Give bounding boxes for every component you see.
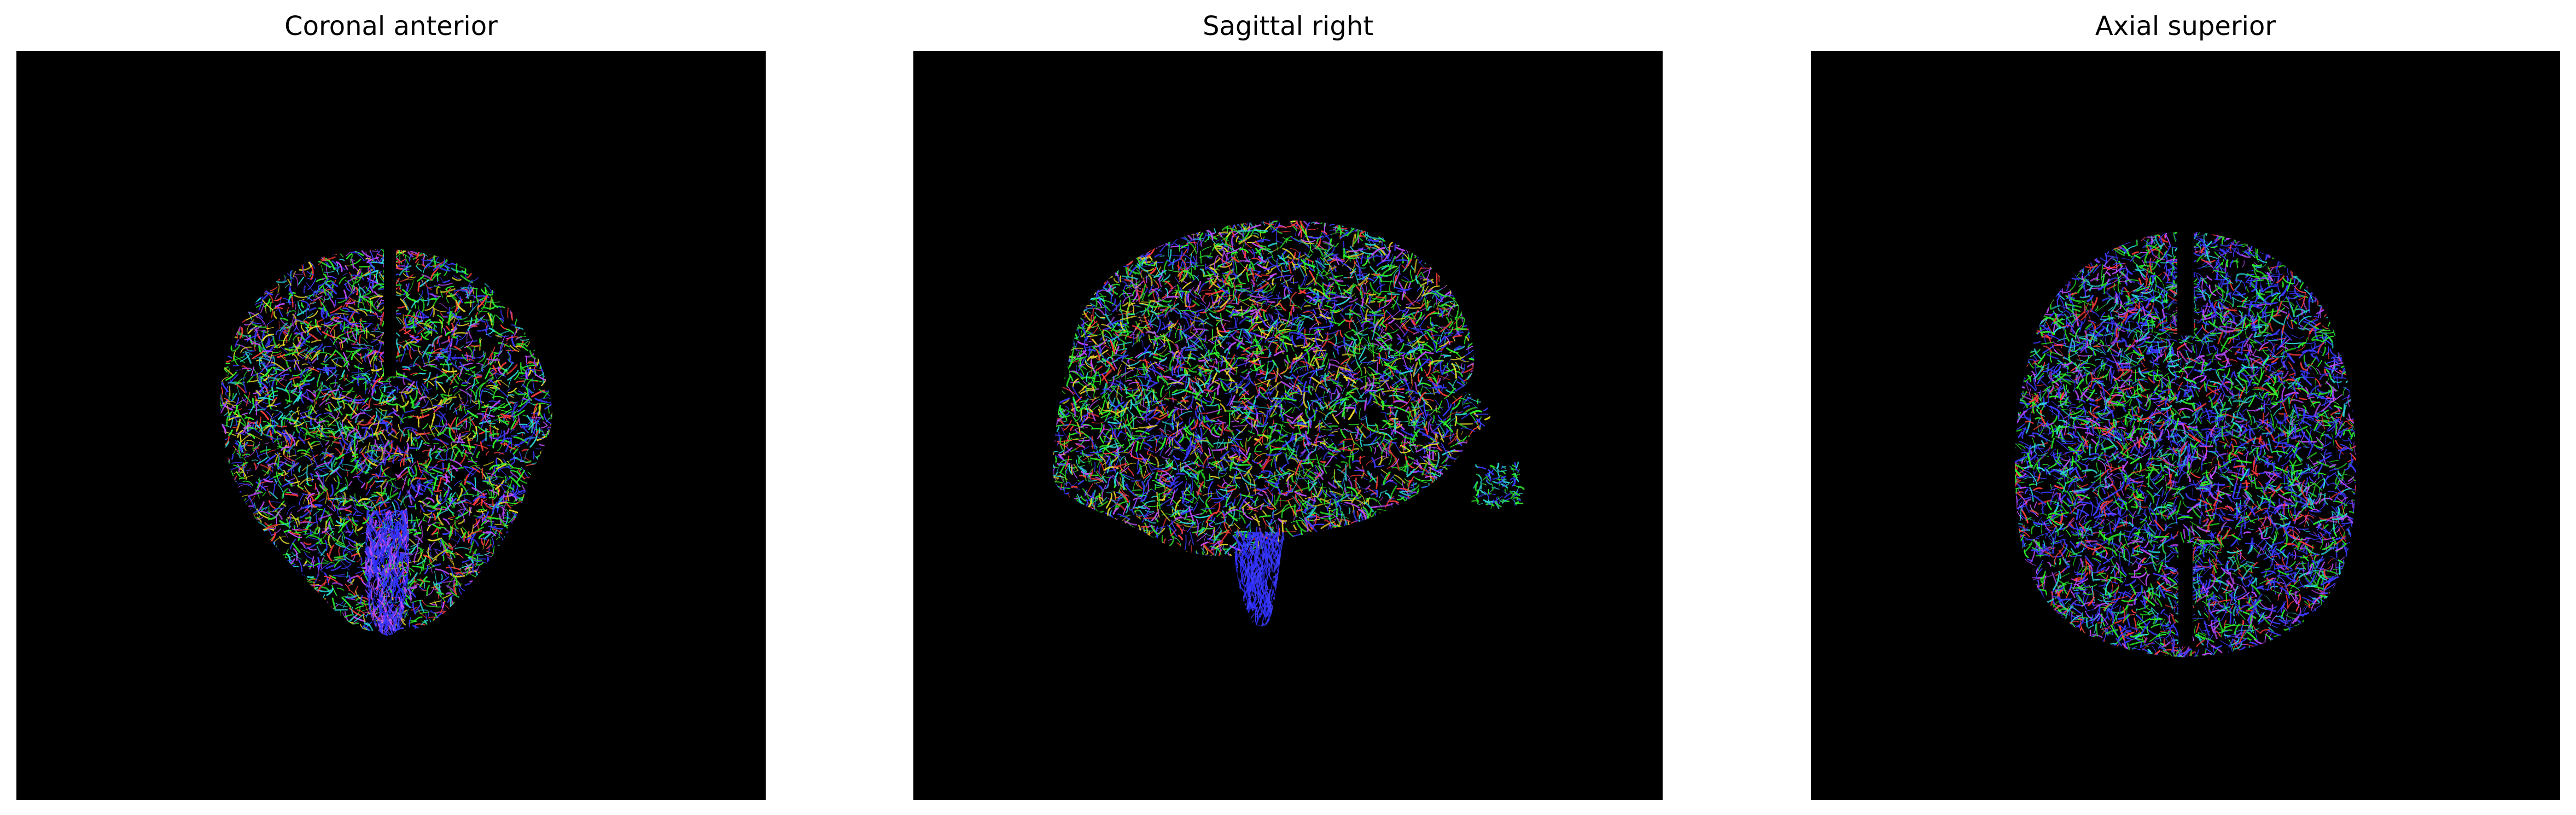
sagittal-right-view [913, 51, 1663, 800]
sagittal-fiber-field [1053, 220, 1491, 556]
coronal-tractography-render [220, 224, 552, 636]
sagittal-tractography-render [1053, 220, 1525, 627]
axial-superior-view [1811, 51, 2560, 800]
panel-title-axial: Axial superior [2095, 11, 2276, 42]
coronal-midline-gap [384, 224, 396, 377]
axial-midline-gap-anterior [2177, 216, 2194, 336]
sagittal-cerebellum-fragment [1471, 461, 1525, 510]
coronal-anterior-view [16, 51, 766, 800]
axial-midline-gap-posterior [2178, 543, 2193, 647]
sagittal-brainstem-fibers [1234, 532, 1286, 627]
panel-title-sagittal: Sagittal right [1202, 11, 1374, 42]
panel-title-coronal: Coronal anterior [284, 11, 498, 42]
coronal-brainstem-fibers [365, 510, 409, 636]
axial-tractography-render [2015, 216, 2356, 657]
